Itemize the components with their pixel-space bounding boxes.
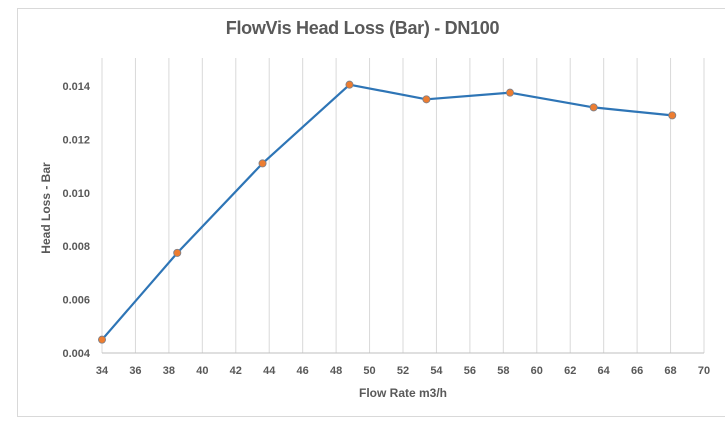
series-line [101, 83, 673, 341]
data-point-marker [506, 88, 515, 97]
x-tick-label: 50 [363, 365, 375, 377]
data-point-marker [98, 335, 107, 344]
y-tick-label: 0.008 [62, 241, 90, 253]
x-tick-label: 38 [163, 365, 175, 377]
x-tick-label: 70 [698, 365, 710, 377]
x-tick-label: 58 [497, 365, 509, 377]
y-tick-label: 0.012 [62, 134, 90, 146]
x-tick-label: 54 [430, 365, 443, 377]
x-tick-label: 60 [531, 365, 543, 377]
x-tick-label: 64 [598, 365, 611, 377]
data-point-marker [173, 248, 182, 257]
x-tick-label: 40 [196, 365, 208, 377]
x-tick-label: 56 [464, 365, 476, 377]
x-tick-label: 42 [230, 365, 242, 377]
data-point-marker [258, 159, 267, 168]
x-axis-ticks: 34 36 38 40 42 44 46 48 50 52 54 56 58 60 62 64 66 68 70 [96, 365, 710, 377]
x-tick-label: 52 [397, 365, 409, 377]
x-tick-label: 66 [631, 365, 643, 377]
y-axis-title: Head Loss - Bar [39, 162, 53, 254]
chart-title: FlowVis Head Loss (Bar) - DN100 [225, 18, 500, 38]
data-series [98, 80, 677, 344]
x-axis-title: Flow Rate m3/h [359, 386, 447, 400]
x-tick-label: 62 [564, 365, 576, 377]
y-tick-label: 0.006 [62, 295, 90, 307]
x-tick-label: 34 [96, 365, 109, 377]
x-tick-label: 68 [664, 365, 676, 377]
x-tick-label: 48 [330, 365, 342, 377]
x-tick-label: 44 [263, 365, 276, 377]
y-tick-label: 0.010 [62, 188, 90, 200]
x-tick-label: 36 [129, 365, 141, 377]
x-tick-label: 46 [297, 365, 309, 377]
gridlines [101, 58, 705, 353]
y-axis-ticks: 0.004 0.006 0.008 0.010 0.012 0.014 [62, 81, 90, 360]
data-point-marker [668, 111, 677, 120]
y-tick-label: 0.014 [62, 81, 90, 93]
data-point-marker [589, 103, 598, 112]
data-point-marker [345, 80, 354, 89]
data-point-marker [422, 95, 431, 104]
y-tick-label: 0.004 [62, 348, 90, 360]
